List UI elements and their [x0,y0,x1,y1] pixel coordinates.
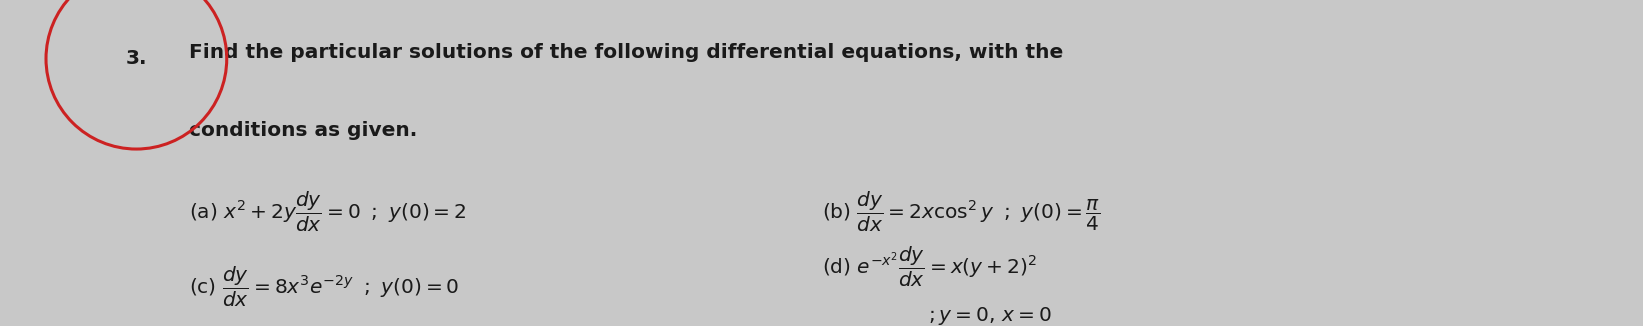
Text: $;y = 0,\, x = 0$: $;y = 0,\, x = 0$ [928,305,1052,326]
Text: (d) $e^{-x^2}\dfrac{dy}{dx} = x(y+2)^2$: (d) $e^{-x^2}\dfrac{dy}{dx} = x(y+2)^2$ [822,245,1037,289]
Text: Find the particular solutions of the following differential equations, with the: Find the particular solutions of the fol… [189,43,1063,62]
Text: conditions as given.: conditions as given. [189,121,417,140]
Text: (a) $x^2 + 2y\dfrac{dy}{dx} = 0\;\;$;$\;\; y(0) = 2$: (a) $x^2 + 2y\dfrac{dy}{dx} = 0\;\;$;$\;… [189,190,467,234]
Text: (c) $\dfrac{dy}{dx} = 8x^3 e^{-2y}\;\;$;$\;\; y(0) = 0$: (c) $\dfrac{dy}{dx} = 8x^3 e^{-2y}\;\;$;… [189,265,460,309]
Text: 3.: 3. [125,49,148,68]
Text: (b) $\dfrac{dy}{dx} = 2x\cos^2 y\;\;$;$\;\; y(0) = \dfrac{\pi}{4}$: (b) $\dfrac{dy}{dx} = 2x\cos^2 y\;\;$;$\… [822,190,1101,234]
